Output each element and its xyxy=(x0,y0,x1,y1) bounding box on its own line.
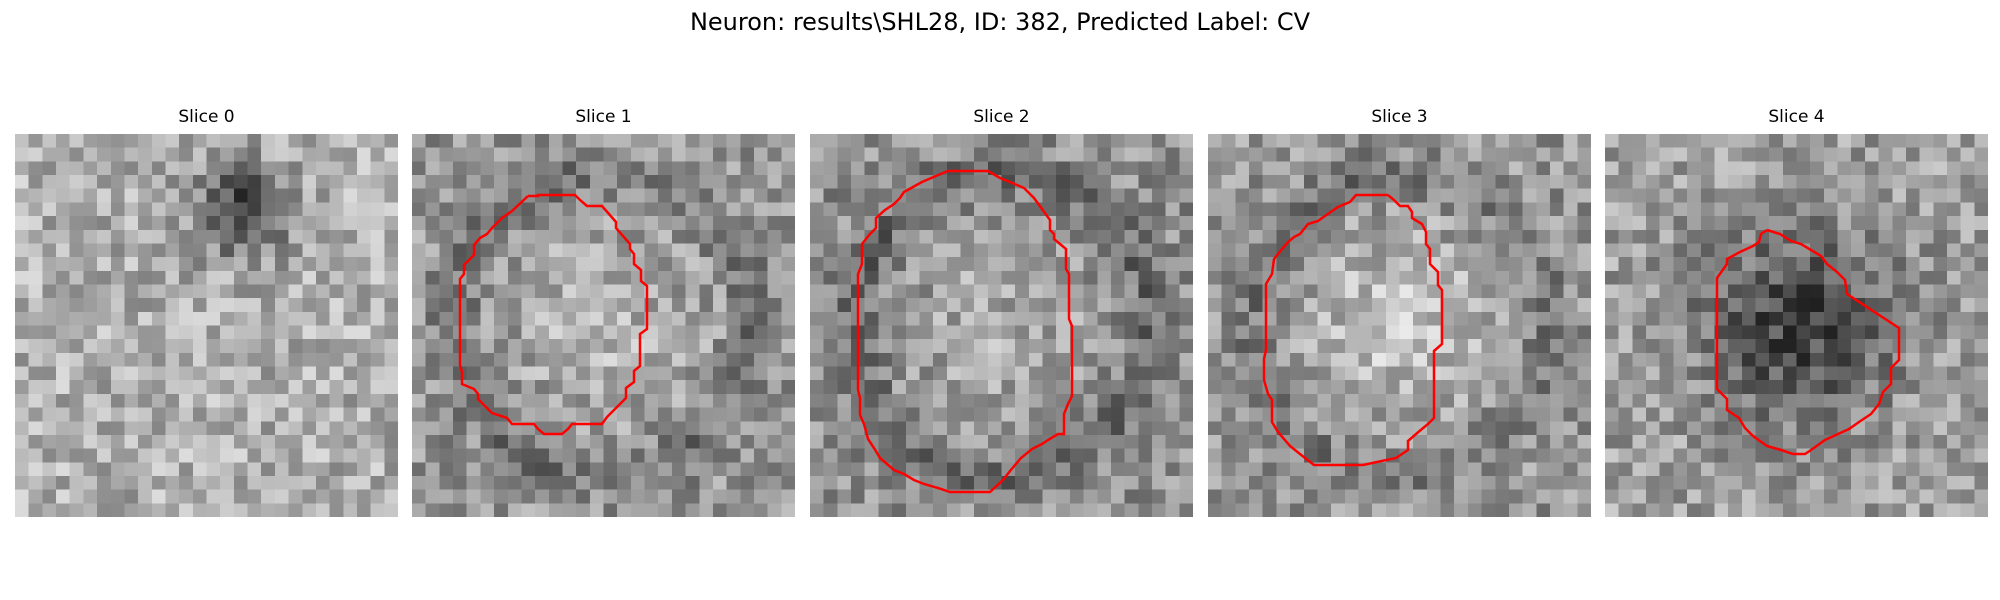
roi-contour xyxy=(856,169,1074,494)
slice-title: Slice 3 xyxy=(1371,107,1428,127)
slice-panel-3: Slice 3 xyxy=(1208,107,1591,517)
slice-image xyxy=(412,134,795,517)
slice-panel-2: Slice 2 xyxy=(810,107,1193,517)
slice-title: Slice 2 xyxy=(973,107,1030,127)
slice-panel-0: Slice 0 xyxy=(15,107,398,517)
roi-contour xyxy=(1262,193,1444,467)
slice-image xyxy=(810,134,1193,517)
roi-contour xyxy=(1715,228,1901,456)
slice-title: Slice 4 xyxy=(1768,107,1825,127)
figure-title: Neuron: results\SHL28, ID: 382, Predicte… xyxy=(689,8,1311,36)
slice-panel-4: Slice 4 xyxy=(1605,107,1988,517)
slice-panel-1: Slice 1 xyxy=(412,107,795,517)
slice-image xyxy=(15,134,398,517)
slice-title: Slice 0 xyxy=(178,107,235,127)
roi-contour xyxy=(458,193,649,436)
slice-title: Slice 1 xyxy=(575,107,632,127)
slice-image xyxy=(1208,134,1591,517)
